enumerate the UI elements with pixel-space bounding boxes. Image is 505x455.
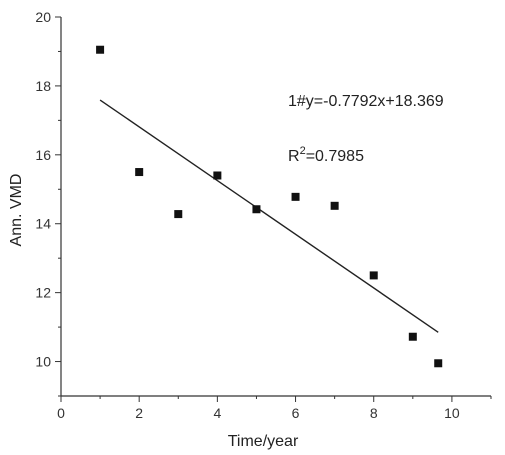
data-point <box>434 359 443 368</box>
r-squared-superscript: 2 <box>300 145 306 157</box>
data-point <box>291 192 300 201</box>
regression-line <box>99 99 439 333</box>
x-axis-title: Time/year <box>228 433 299 450</box>
data-point <box>96 45 105 54</box>
y-tick-label: 12 <box>35 285 51 301</box>
ticks-layer: 10 12 14 16 18 20 0 2 4 6 8 10 <box>35 9 492 421</box>
data-point <box>135 168 144 177</box>
x-tick-label: 2 <box>135 405 143 421</box>
data-point <box>330 201 339 210</box>
y-tick-label: 14 <box>35 216 51 232</box>
y-tick-label: 20 <box>35 9 51 25</box>
r-squared-label: R2=0.7985 <box>288 145 364 165</box>
data-point <box>369 271 378 280</box>
axes-layer <box>60 17 491 397</box>
x-tick-label: 6 <box>292 405 300 421</box>
x-tick-label: 8 <box>370 405 378 421</box>
x-tick-label: 10 <box>444 405 460 421</box>
data-point <box>174 210 183 219</box>
x-tick-label: 4 <box>213 405 221 421</box>
data-point <box>408 332 417 341</box>
data-point <box>213 171 222 180</box>
data-points-layer <box>96 45 443 368</box>
y-tick-label: 16 <box>35 147 51 163</box>
r-squared-prefix: R <box>288 148 300 165</box>
r-squared-value: =0.7985 <box>306 148 364 165</box>
y-tick-label: 18 <box>35 78 51 94</box>
fit-line-layer <box>99 99 439 333</box>
x-tick-label: 0 <box>57 405 65 421</box>
fit-equation-label: 1#y=-0.7792x+18.369 <box>288 93 444 110</box>
y-tick-label: 10 <box>35 354 51 370</box>
y-axis-title: Ann. VMD <box>8 174 25 247</box>
data-point <box>252 205 261 214</box>
